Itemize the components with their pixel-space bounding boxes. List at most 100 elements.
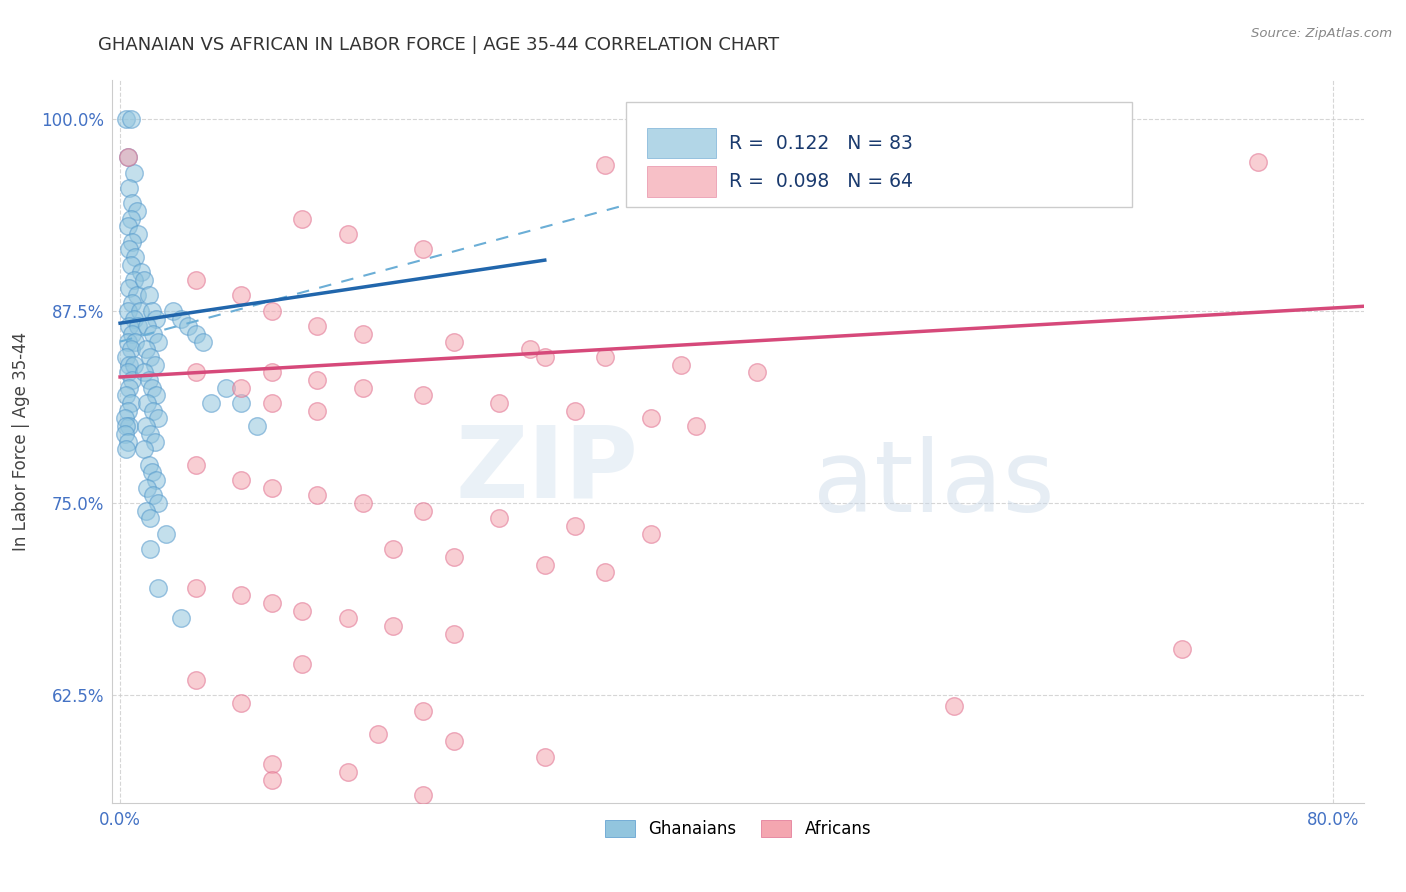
Point [260, 304, 283, 318]
Point [117, 150, 139, 164]
Point [134, 442, 156, 457]
Point [245, 419, 267, 434]
Point [120, 112, 142, 126]
Point [145, 388, 167, 402]
Point [118, 281, 141, 295]
Point [121, 326, 143, 341]
Point [640, 526, 662, 541]
Point [141, 304, 163, 318]
Point [184, 581, 207, 595]
Point [412, 504, 434, 518]
Point [291, 211, 314, 226]
Point [117, 434, 139, 449]
Point [260, 772, 283, 787]
Point [595, 565, 617, 579]
FancyBboxPatch shape [647, 128, 716, 158]
Point [120, 258, 142, 272]
Point [135, 419, 157, 434]
Point [146, 581, 169, 595]
Point [231, 396, 253, 410]
Point [117, 150, 139, 164]
Point [138, 288, 160, 302]
Point [193, 334, 215, 349]
Point [260, 365, 283, 379]
Point [564, 519, 586, 533]
Point [162, 304, 184, 318]
Point [352, 496, 374, 510]
Point [135, 343, 157, 357]
Point [533, 749, 555, 764]
Point [595, 350, 617, 364]
Point [135, 504, 157, 518]
Point [231, 473, 253, 487]
Point [307, 319, 329, 334]
Point [307, 373, 329, 387]
Point [118, 181, 141, 195]
Point [231, 588, 253, 602]
Point [685, 419, 707, 434]
Point [307, 404, 329, 418]
Point [412, 243, 434, 257]
Point [121, 296, 143, 310]
FancyBboxPatch shape [647, 166, 716, 196]
Point [231, 381, 253, 395]
Point [443, 334, 465, 349]
Point [114, 411, 136, 425]
Point [170, 611, 193, 625]
Point [443, 626, 465, 640]
Point [142, 326, 165, 341]
Point [120, 211, 142, 226]
Point [336, 765, 359, 780]
Point [146, 496, 169, 510]
Point [139, 511, 162, 525]
Point [260, 757, 283, 772]
Point [745, 365, 768, 379]
Point [352, 381, 374, 395]
Point [136, 481, 159, 495]
Point [533, 558, 555, 572]
Point [170, 311, 193, 326]
Y-axis label: In Labor Force | Age 35-44: In Labor Force | Age 35-44 [13, 332, 30, 551]
Point [943, 698, 966, 713]
Legend: Ghanaians, Africans: Ghanaians, Africans [599, 814, 877, 845]
Point [519, 343, 541, 357]
Point [115, 112, 138, 126]
Point [533, 350, 555, 364]
Point [136, 319, 159, 334]
Point [184, 273, 207, 287]
Point [117, 334, 139, 349]
Text: GHANAIAN VS AFRICAN IN LABOR FORCE | AGE 35-44 CORRELATION CHART: GHANAIAN VS AFRICAN IN LABOR FORCE | AGE… [98, 36, 779, 54]
Point [260, 396, 283, 410]
Point [129, 265, 152, 279]
Point [868, 165, 890, 179]
Point [412, 388, 434, 402]
Point [118, 358, 141, 372]
Point [184, 458, 207, 472]
Point [139, 426, 162, 441]
Point [114, 426, 136, 441]
Point [118, 419, 141, 434]
Point [488, 511, 510, 525]
Point [143, 434, 166, 449]
Point [215, 381, 238, 395]
Point [122, 165, 145, 179]
Point [231, 288, 253, 302]
Point [142, 488, 165, 502]
Point [120, 396, 142, 410]
Point [115, 388, 138, 402]
Point [382, 619, 405, 633]
Point [117, 404, 139, 418]
Point [122, 273, 145, 287]
Point [118, 243, 141, 257]
Point [352, 326, 374, 341]
Point [115, 350, 138, 364]
Text: R =  0.098   N = 64: R = 0.098 N = 64 [730, 172, 914, 191]
Point [307, 488, 329, 502]
Text: Source: ZipAtlas.com: Source: ZipAtlas.com [1251, 27, 1392, 40]
Point [488, 396, 510, 410]
Point [124, 250, 146, 264]
Point [564, 404, 586, 418]
Point [118, 381, 141, 395]
Point [121, 196, 143, 211]
Point [139, 542, 162, 557]
